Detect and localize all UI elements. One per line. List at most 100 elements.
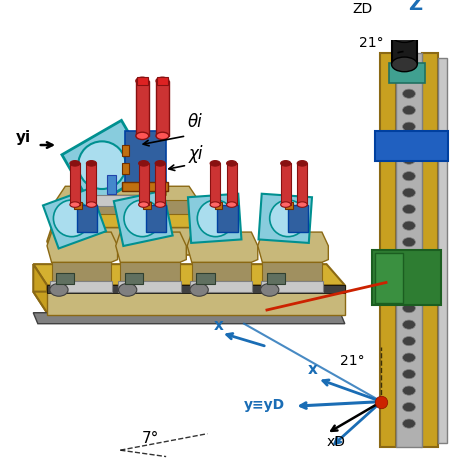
- Polygon shape: [56, 186, 198, 214]
- Bar: [288, 205, 308, 232]
- Ellipse shape: [402, 337, 415, 346]
- Bar: [380, 54, 396, 447]
- Bar: [70, 164, 80, 205]
- Bar: [138, 164, 149, 205]
- Ellipse shape: [402, 172, 415, 181]
- Bar: [267, 273, 285, 284]
- Text: 21°: 21°: [340, 354, 365, 368]
- Polygon shape: [62, 120, 151, 206]
- Polygon shape: [187, 232, 258, 262]
- Text: Z: Z: [408, 0, 422, 14]
- Polygon shape: [47, 232, 118, 262]
- Ellipse shape: [210, 202, 220, 207]
- Text: θi: θi: [187, 113, 202, 131]
- Ellipse shape: [402, 402, 415, 412]
- Bar: [122, 145, 129, 156]
- Ellipse shape: [402, 237, 415, 247]
- Polygon shape: [47, 228, 207, 255]
- Ellipse shape: [70, 202, 80, 207]
- Ellipse shape: [402, 155, 415, 164]
- Ellipse shape: [197, 200, 234, 237]
- Polygon shape: [262, 262, 322, 281]
- Ellipse shape: [402, 353, 415, 362]
- Text: 21°: 21°: [358, 36, 383, 50]
- Polygon shape: [258, 232, 328, 262]
- Ellipse shape: [402, 320, 415, 329]
- Polygon shape: [83, 159, 166, 195]
- Ellipse shape: [156, 77, 169, 84]
- Polygon shape: [116, 232, 186, 262]
- Bar: [122, 164, 129, 174]
- Bar: [227, 164, 237, 205]
- Bar: [107, 175, 116, 193]
- Bar: [389, 63, 426, 82]
- Polygon shape: [47, 285, 345, 315]
- Bar: [143, 202, 151, 209]
- Bar: [285, 202, 292, 209]
- Bar: [155, 164, 165, 205]
- Bar: [47, 285, 345, 292]
- Polygon shape: [52, 214, 207, 228]
- Ellipse shape: [402, 254, 415, 263]
- Text: yi: yi: [15, 130, 30, 145]
- Bar: [146, 205, 166, 232]
- Polygon shape: [188, 194, 241, 243]
- Ellipse shape: [402, 89, 415, 98]
- Bar: [261, 281, 323, 292]
- Bar: [375, 131, 448, 161]
- Bar: [396, 54, 422, 447]
- Ellipse shape: [190, 283, 208, 296]
- Ellipse shape: [392, 27, 417, 42]
- Ellipse shape: [138, 202, 149, 207]
- Ellipse shape: [270, 200, 306, 237]
- Polygon shape: [33, 264, 47, 313]
- Ellipse shape: [402, 221, 415, 230]
- Ellipse shape: [227, 202, 237, 207]
- Bar: [136, 81, 149, 136]
- Bar: [125, 273, 143, 284]
- Bar: [156, 81, 169, 136]
- Polygon shape: [43, 188, 106, 248]
- Bar: [297, 164, 307, 205]
- Polygon shape: [33, 264, 345, 285]
- Bar: [281, 164, 291, 205]
- Bar: [422, 54, 438, 447]
- Bar: [196, 273, 215, 284]
- Ellipse shape: [155, 161, 165, 166]
- Bar: [56, 273, 74, 284]
- Text: x: x: [214, 318, 224, 333]
- Bar: [74, 195, 157, 206]
- Bar: [118, 281, 181, 292]
- Bar: [157, 77, 168, 84]
- Bar: [77, 205, 97, 232]
- Ellipse shape: [227, 161, 237, 166]
- Ellipse shape: [402, 56, 415, 65]
- Ellipse shape: [86, 161, 97, 166]
- Ellipse shape: [402, 205, 415, 214]
- Bar: [218, 205, 237, 232]
- Ellipse shape: [402, 271, 415, 280]
- Ellipse shape: [402, 138, 415, 148]
- Bar: [190, 281, 252, 292]
- Ellipse shape: [402, 73, 415, 82]
- Ellipse shape: [402, 419, 415, 428]
- Ellipse shape: [402, 303, 415, 313]
- Polygon shape: [56, 200, 198, 214]
- Bar: [50, 281, 112, 292]
- Bar: [125, 131, 166, 186]
- Ellipse shape: [78, 141, 126, 189]
- Ellipse shape: [138, 161, 149, 166]
- Polygon shape: [258, 194, 312, 243]
- Polygon shape: [120, 262, 180, 281]
- Bar: [392, 37, 417, 64]
- Ellipse shape: [155, 202, 165, 207]
- Bar: [375, 253, 402, 302]
- Ellipse shape: [261, 283, 279, 296]
- Ellipse shape: [70, 161, 80, 166]
- Polygon shape: [52, 262, 111, 281]
- Text: xD: xD: [327, 435, 346, 448]
- Ellipse shape: [297, 161, 307, 166]
- Text: y≡yD: y≡yD: [244, 398, 285, 412]
- Bar: [122, 182, 168, 191]
- Ellipse shape: [54, 200, 90, 237]
